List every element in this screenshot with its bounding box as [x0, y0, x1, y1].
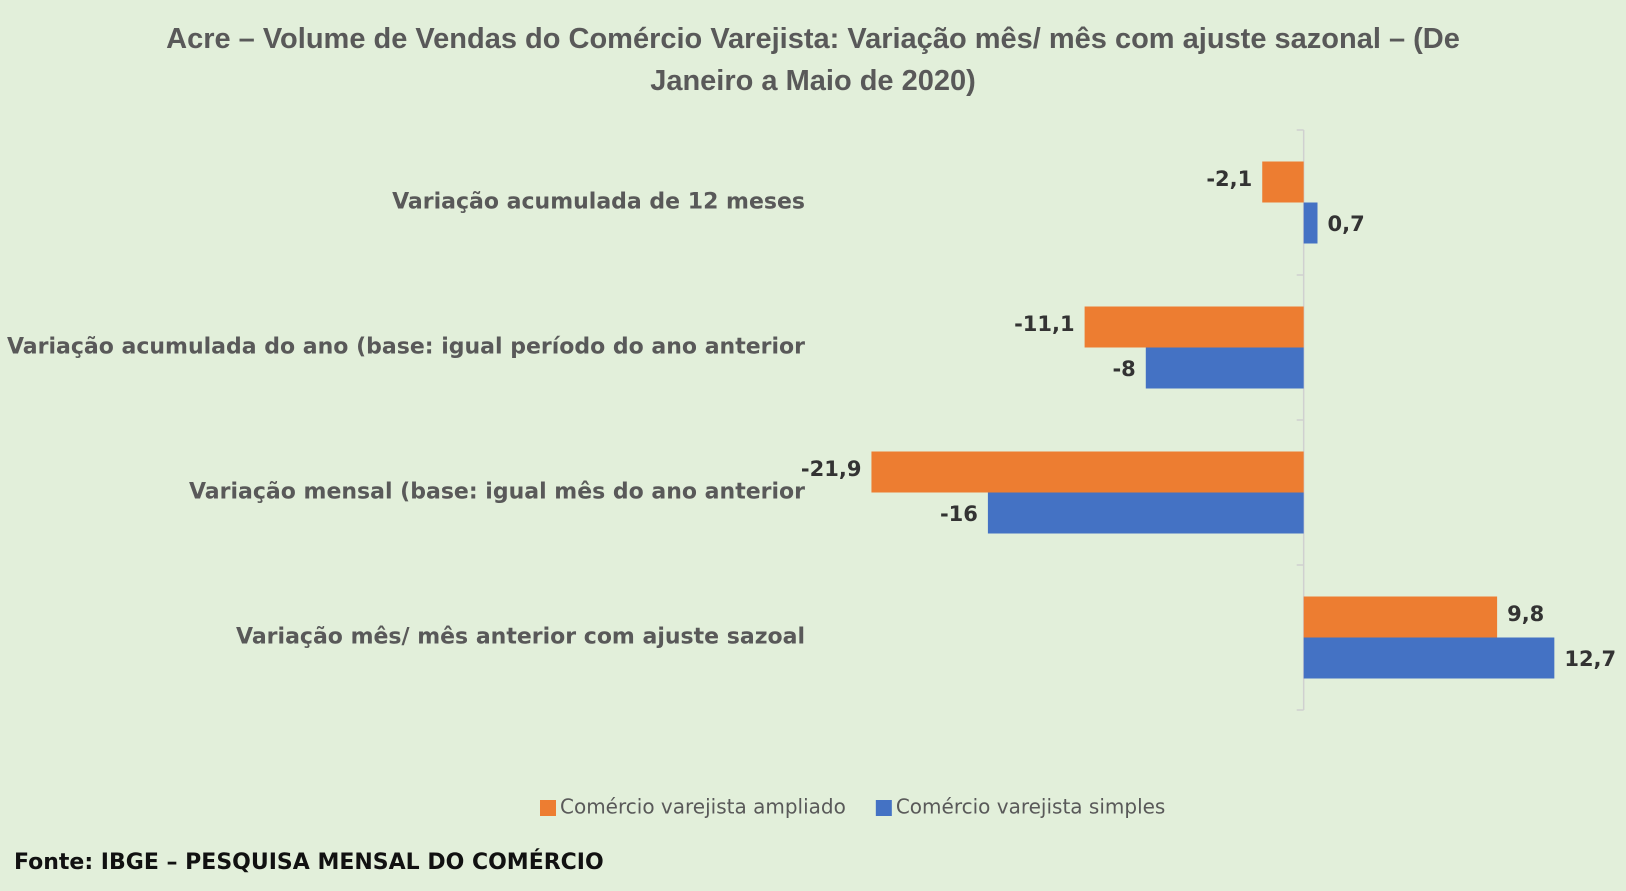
legend-swatch: [875, 800, 892, 816]
bar: [1262, 161, 1304, 203]
category-label: Variação acumulada do ano (base: igual p…: [7, 335, 805, 360]
value-label: -21,9: [801, 457, 862, 481]
legend-swatch: [540, 800, 556, 816]
source-note: Fonte: IBGE – PESQUISA MENSAL DO COMÉRCI…: [14, 850, 604, 875]
value-label: -8: [1112, 357, 1135, 381]
bar: [1303, 202, 1318, 244]
value-label: -11,1: [1014, 312, 1075, 336]
value-label: -2,1: [1206, 167, 1252, 191]
chart-title: Acre – Volume de Vendas do Comércio Vare…: [166, 23, 1460, 97]
bar: [1303, 637, 1555, 679]
category-label: Variação mensal (base: igual mês do ano …: [189, 480, 805, 505]
bar: [1084, 306, 1304, 348]
bar: [1303, 596, 1498, 638]
value-label: -16: [940, 502, 978, 526]
legend-label: Comércio varejista ampliado: [560, 795, 846, 819]
legend-label: Comércio varejista simples: [896, 795, 1166, 819]
category-label: Variação acumulada de 12 meses: [392, 190, 805, 215]
value-label: 12,7: [1564, 647, 1616, 671]
bar: [1145, 347, 1304, 389]
bar: [871, 451, 1304, 493]
bar: [987, 492, 1304, 534]
category-label: Variação mês/ mês anterior com ajuste sa…: [236, 625, 805, 650]
value-label: 9,8: [1507, 602, 1544, 626]
value-label: 0,7: [1328, 212, 1365, 236]
